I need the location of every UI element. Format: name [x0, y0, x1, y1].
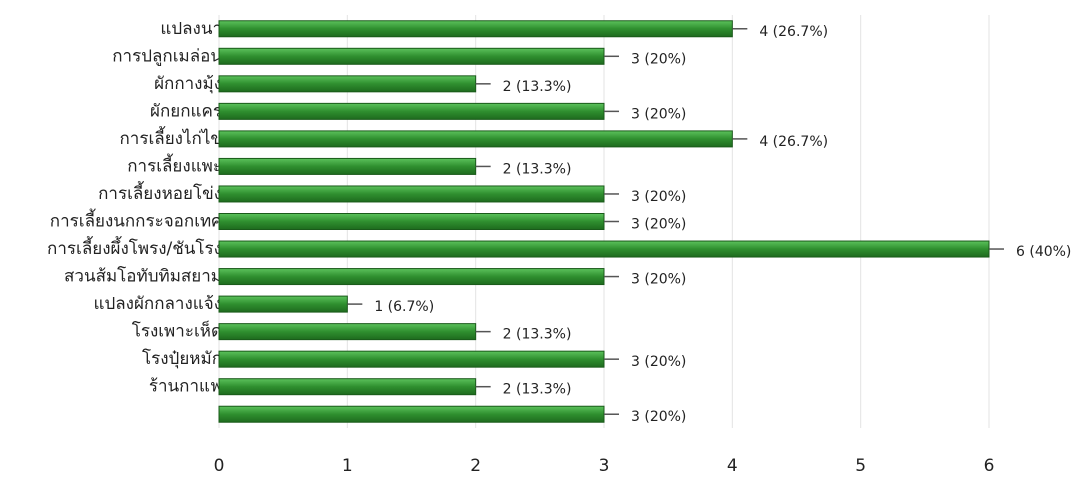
y-tick-label: การเลี้ยงนกกระจอกเทศ: [50, 209, 222, 232]
x-tick-label: 4: [727, 456, 738, 476]
bar: [218, 157, 477, 175]
data-label: 1 (6.7%): [374, 299, 434, 315]
y-tick-label: การเลี้ยงผึ้งโพรง/ชันโรง: [47, 236, 222, 259]
bar: [218, 323, 477, 341]
y-tick-label: โรงเพาะเห็ด: [132, 320, 222, 342]
data-label: 2 (13.3%): [503, 79, 572, 95]
bar: [218, 185, 605, 203]
bar: [218, 20, 733, 38]
bar: [218, 405, 605, 423]
y-tick-label: ร้านกาแฟ: [149, 377, 222, 397]
y-tick-label: การปลูกเมล่อน: [112, 46, 222, 66]
bar: [218, 102, 605, 120]
bar: [218, 268, 605, 286]
x-tick-label: 1: [342, 456, 353, 476]
y-tick-label: แปลงผักกลางแจ้ง: [94, 294, 223, 314]
data-label: 3 (20%): [631, 189, 686, 205]
y-tick-label: การเลี้ยงหอยโข่ง: [98, 181, 222, 204]
x-tick-label: 0: [214, 456, 225, 476]
bar: [218, 378, 477, 396]
data-label: 3 (20%): [631, 106, 686, 122]
data-label: 2 (13.3%): [503, 382, 572, 398]
bar: [218, 47, 605, 65]
bar: [218, 75, 477, 93]
bar: [218, 213, 605, 230]
y-tick-label: ผักยกแคร่: [150, 101, 222, 121]
x-tick-label: 2: [470, 456, 481, 476]
y-tick-label: การเลี้ยงแพะ: [127, 153, 222, 176]
data-label: 3 (20%): [631, 51, 686, 67]
data-label: 4 (26.7%): [759, 24, 828, 40]
data-label: 3 (20%): [631, 354, 686, 370]
data-label: 3 (20%): [631, 272, 686, 288]
data-label: 6 (40%): [1016, 244, 1071, 260]
data-label: 2 (13.3%): [503, 327, 572, 343]
bar: [218, 295, 348, 313]
y-tick-label: แปลงนา: [160, 19, 222, 39]
y-tick-label: สวนส้มโอทับทิมสยาม: [64, 266, 222, 287]
x-tick-label: 6: [984, 456, 995, 476]
data-label: 2 (13.3%): [503, 161, 572, 177]
bar: [218, 240, 990, 258]
y-tick-label: โรงปุ๋ยหมัก: [142, 348, 222, 369]
data-label: 4 (26.7%): [759, 134, 828, 150]
bar: [218, 130, 733, 148]
data-label: 3 (20%): [631, 217, 686, 233]
bar: [218, 350, 605, 368]
y-tick-label: ผักกางมุ้ง: [154, 74, 222, 94]
data-label: 3 (20%): [631, 409, 686, 425]
y-tick-label: การเลี้ยงไก่ไข่: [120, 126, 222, 149]
x-tick-label: 5: [855, 456, 866, 476]
x-tick-label: 3: [599, 456, 610, 476]
